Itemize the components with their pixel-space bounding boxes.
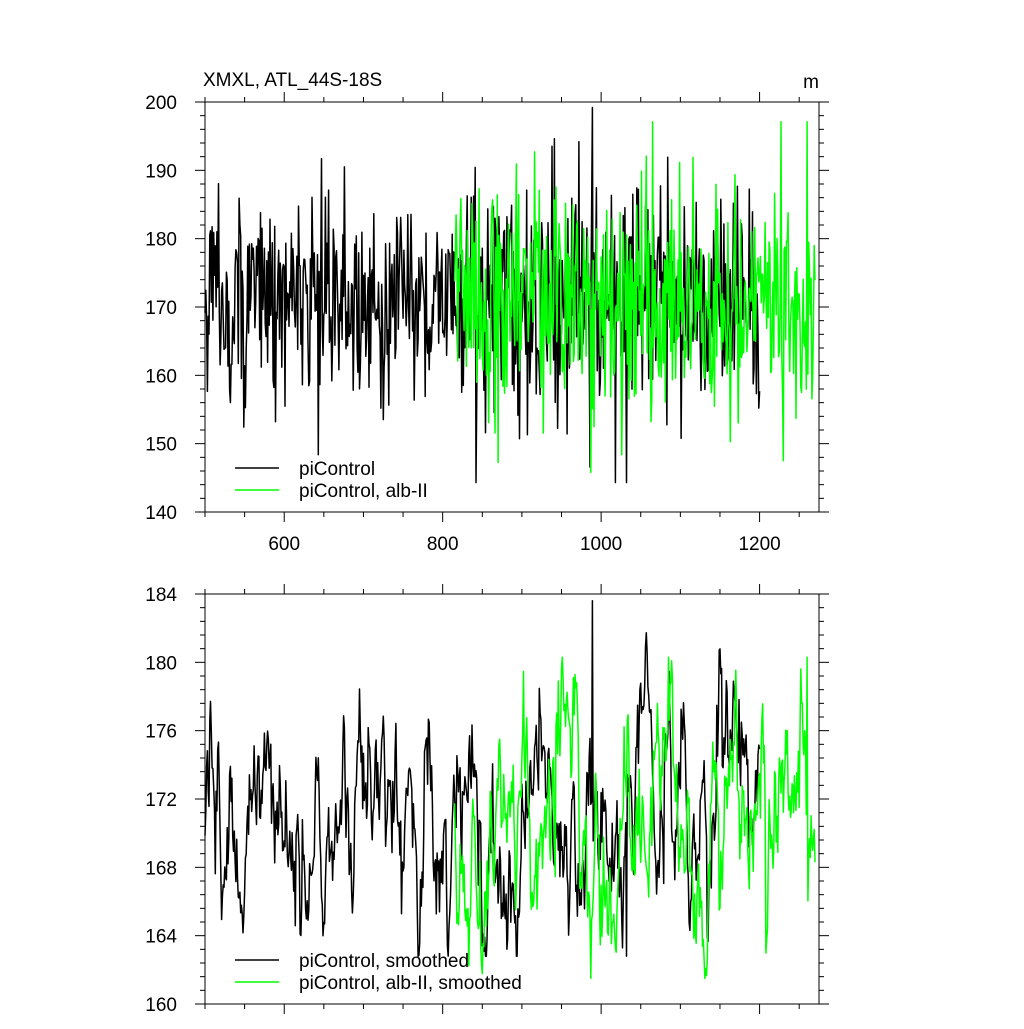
legend-label-picontrol: piControl xyxy=(299,459,375,480)
x-tick-label: 1200 xyxy=(738,534,780,555)
top-panel-title: XMXL, ATL_44S-18S xyxy=(203,70,382,91)
top-panel-units: m xyxy=(803,72,819,93)
x-tick-label: 600 xyxy=(268,534,300,555)
x-tick-label: 800 xyxy=(427,534,459,555)
y-tick-label: 164 xyxy=(145,927,177,948)
y-tick-label: 170 xyxy=(145,298,177,319)
top-panel: XMXL, ATL_44S-18S m 600 800 1000 1200 140 150… xyxy=(145,70,829,555)
y-tick-label: 150 xyxy=(145,435,177,456)
top-axes: 600 800 1000 1200 140 150 160 170 180 190 200 xyxy=(145,92,829,555)
y-tick-label: 176 xyxy=(145,722,177,743)
y-tick-label: 180 xyxy=(145,653,177,674)
y-tick-label: 168 xyxy=(145,858,177,879)
y-tick-label: 180 xyxy=(145,230,177,251)
series-line-picontrol-alb-ii-smoothed xyxy=(453,656,816,980)
bottom-axes: 160 164 168 172 176 180 184 xyxy=(145,584,829,1016)
y-tick-label: 184 xyxy=(145,585,177,606)
bottom-panel: 160 164 168 172 176 180 184 piControl, smoothe… xyxy=(145,584,829,1016)
bottom-series-layer xyxy=(204,600,816,980)
series-line-picontrol xyxy=(204,106,761,484)
legend-label-picontrol-alb-ii-smoothed: piControl, alb-II, smoothed xyxy=(299,973,522,994)
x-tick-label: 1000 xyxy=(580,534,622,555)
top-legend: piControl piControl, alb-II xyxy=(235,459,428,502)
y-tick-label: 172 xyxy=(145,790,177,811)
y-tick-label: 200 xyxy=(145,93,177,114)
y-tick-label: 160 xyxy=(145,995,177,1016)
top-series-layer xyxy=(204,106,816,484)
legend-label-picontrol-smoothed: piControl, smoothed xyxy=(299,951,469,972)
y-tick-label: 140 xyxy=(145,503,177,524)
legend-label-picontrol-alb-ii: piControl, alb-II xyxy=(299,481,428,502)
bottom-legend: piControl, smoothed piControl, alb-II, s… xyxy=(235,951,522,994)
y-tick-label: 160 xyxy=(145,366,177,387)
y-tick-label: 190 xyxy=(145,161,177,182)
series-line-picontrol-alb-ii xyxy=(453,121,816,474)
